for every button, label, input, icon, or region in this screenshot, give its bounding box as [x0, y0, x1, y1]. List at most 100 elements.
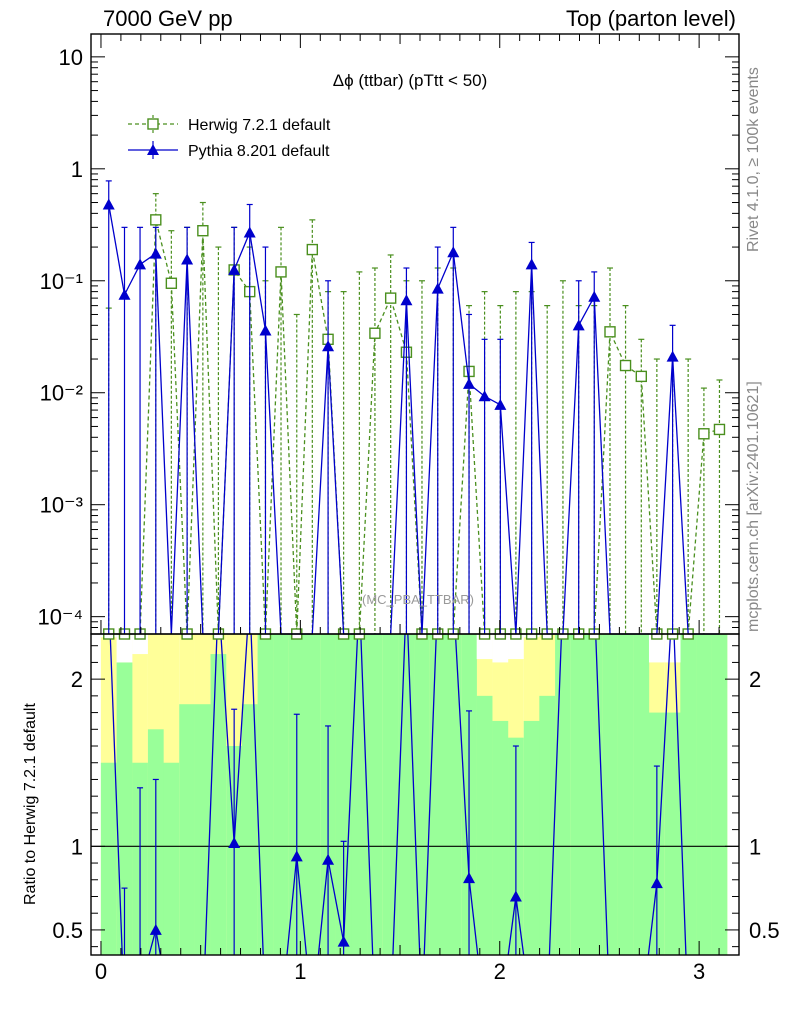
pythia-point	[400, 294, 413, 306]
pythia-point	[463, 377, 476, 389]
pythia-point	[447, 246, 460, 258]
ratio-band-green	[367, 634, 383, 955]
legend-label: Herwig 7.2.1 default	[188, 117, 331, 134]
pythia-point	[149, 247, 162, 259]
x-tick-label: 1	[294, 959, 306, 984]
pythia-point	[322, 340, 335, 352]
ratio-band-green	[492, 720, 509, 955]
ratio-band-green	[429, 634, 446, 955]
pythia-series	[102, 180, 720, 635]
pythia-point	[228, 263, 241, 275]
ratio-band-green	[445, 634, 462, 955]
ratio-band-green	[257, 634, 274, 955]
ratio-band-green	[116, 662, 133, 955]
ratio-band-green	[273, 634, 289, 955]
ratio-band-green	[680, 634, 697, 955]
ratio-band-green	[539, 695, 556, 955]
ratio-y-tick-label-right: 2	[749, 667, 761, 692]
ratio-band-green	[163, 762, 180, 955]
y-tick-label: 10⁻⁴	[37, 605, 83, 630]
ratio-band-green	[241, 704, 258, 955]
ratio-band-gap	[648, 634, 665, 663]
legend: Herwig 7.2.1 default Pythia 8.201 default	[128, 115, 331, 160]
ratio-pythia-point	[228, 836, 241, 848]
ratio-band-green	[602, 634, 618, 955]
pythia-point	[525, 258, 538, 270]
ratio-band-green	[351, 634, 368, 955]
legend-herwig-marker	[147, 118, 159, 130]
herwig-point	[698, 428, 710, 440]
y-tick-label: 10⁻¹	[40, 269, 83, 294]
ratio-band-green	[304, 634, 321, 955]
herwig-line	[108, 219, 720, 635]
herwig-series	[103, 193, 726, 640]
ratio-band-gap	[476, 634, 493, 660]
analysis-watermark: (MC_PBA_TTBAR)	[362, 592, 474, 607]
pythia-point	[243, 226, 256, 238]
x-tick-label: 2	[494, 959, 506, 984]
ratio-band-green	[617, 634, 634, 955]
herwig-point	[275, 266, 287, 278]
herwig-point	[197, 225, 209, 237]
legend-label: Pythia 8.201 default	[188, 143, 330, 160]
ratio-band-green	[696, 634, 712, 955]
pythia-point	[431, 282, 444, 294]
legend-pythia-marker	[147, 144, 159, 155]
ratio-band-green	[523, 720, 540, 955]
pythia-point	[102, 198, 115, 210]
ratio-pythia-point	[322, 853, 335, 865]
ratio-band-green	[398, 634, 415, 955]
ratio-pythia-point	[290, 850, 303, 862]
ratio-pythia-series	[109, 634, 687, 955]
ratio-band-green	[476, 695, 493, 955]
herwig-point	[384, 292, 397, 304]
ratio-band-green	[555, 634, 571, 955]
pythia-point	[666, 350, 679, 362]
ratio-y-tick-label: 0.5	[52, 918, 83, 943]
ratio-band-green	[664, 712, 681, 955]
pythia-point	[478, 390, 491, 402]
herwig-point	[604, 326, 616, 338]
ratio-pythia-point	[509, 890, 522, 902]
ratio-axes-frame	[90, 633, 740, 956]
ratio-pythia-point	[149, 923, 162, 935]
herwig-point	[150, 214, 162, 226]
herwig-point	[713, 423, 726, 436]
pythia-line	[108, 204, 720, 635]
ratio-band-green	[570, 634, 587, 955]
ratio-band-green	[711, 634, 728, 955]
header-left-label: 7000 GeV pp	[103, 6, 233, 31]
ratio-band-green	[586, 634, 603, 955]
ratio-band-green	[633, 634, 650, 955]
y-tick-label: 10	[59, 45, 83, 70]
ratio-pythia-point	[337, 935, 350, 947]
herwig-point	[369, 327, 381, 339]
chart-title: Δϕ (ttbar) (pTtt < 50)	[333, 71, 488, 90]
herwig-point	[619, 359, 632, 372]
ratio-band-gap	[508, 634, 524, 660]
y-tick-label: 10⁻²	[40, 381, 83, 406]
ratio-pythia-line	[109, 634, 687, 955]
pythia-point	[259, 324, 272, 336]
pythia-point	[494, 398, 507, 410]
ratio-band-green	[179, 704, 195, 955]
y-tick-label: 10⁻³	[40, 493, 83, 518]
pythia-point	[134, 258, 147, 270]
pythia-point	[572, 319, 585, 331]
ratio-pythia-point	[650, 877, 663, 889]
ratio-y-tick-label-right: 0.5	[749, 918, 780, 943]
herwig-point	[306, 243, 319, 256]
axis-ticks: 10 1 10⁻¹ 10⁻² 10⁻³ 10⁻⁴ 0.5 0.5 1 1 2 2 0 1 2 3	[37, 34, 780, 984]
header-right-label: Top (parton level)	[566, 6, 736, 31]
ratio-band-green	[100, 762, 117, 955]
ratio-band-gap	[664, 634, 681, 663]
ratio-band-green	[335, 634, 352, 955]
herwig-point	[635, 370, 648, 383]
ratio-uncertainty-bands	[100, 634, 728, 955]
ratio-band-green	[194, 704, 211, 955]
ratio-band-green	[382, 634, 399, 955]
ratio-band-gap	[492, 634, 509, 663]
herwig-point	[165, 277, 178, 289]
ratio-pythia-point	[463, 872, 476, 884]
pythia-point	[181, 253, 194, 265]
